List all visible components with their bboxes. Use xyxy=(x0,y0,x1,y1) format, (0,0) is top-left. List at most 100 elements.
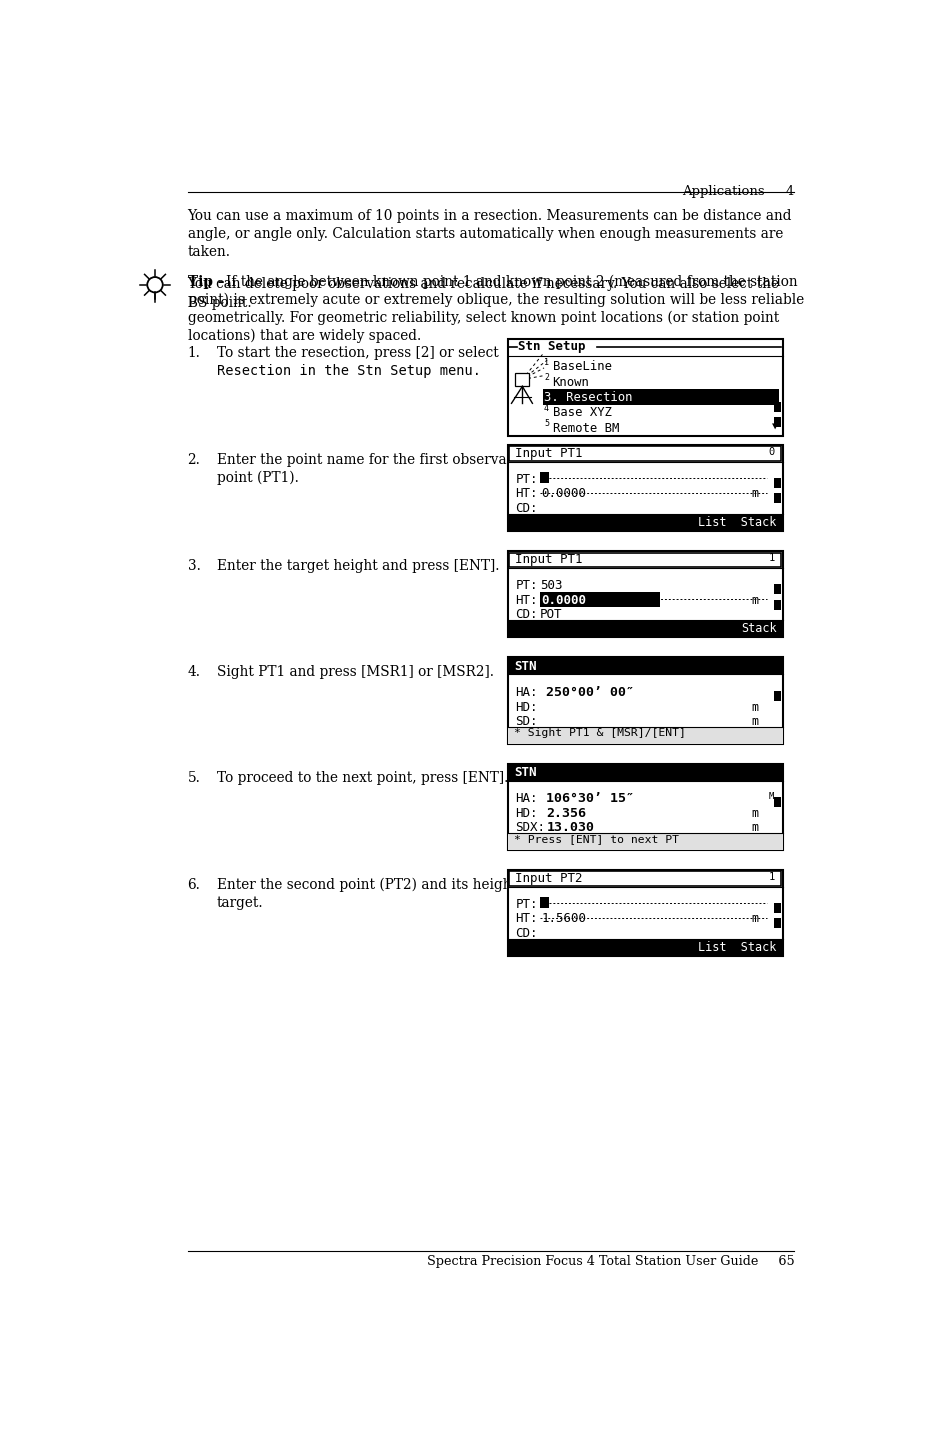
Text: Spectra Precision Focus 4 Total Station User Guide     65: Spectra Precision Focus 4 Total Station … xyxy=(427,1255,794,1268)
Text: Resection in the Stn Setup menu.: Resection in the Stn Setup menu. xyxy=(217,365,481,379)
Text: HT:: HT: xyxy=(515,912,538,925)
Text: ▼: ▼ xyxy=(772,421,778,431)
Text: 0.0000: 0.0000 xyxy=(541,593,587,606)
Text: locations) that are widely spaced.: locations) that are widely spaced. xyxy=(188,329,420,343)
Text: HA:: HA: xyxy=(515,686,538,699)
Text: BaseLine: BaseLine xyxy=(552,360,612,373)
Text: STN: STN xyxy=(513,765,537,778)
FancyBboxPatch shape xyxy=(508,551,783,638)
Text: HA:: HA: xyxy=(515,793,538,806)
Text: 4.: 4. xyxy=(188,665,201,679)
Text: m: m xyxy=(751,593,759,606)
Text: Input PT2: Input PT2 xyxy=(515,872,583,885)
Text: CD:: CD: xyxy=(515,926,538,941)
Bar xyxy=(774,600,781,610)
Text: taken.: taken. xyxy=(188,246,231,260)
Text: STN: STN xyxy=(513,659,537,672)
Bar xyxy=(508,514,783,531)
Text: 3.: 3. xyxy=(188,559,201,573)
Bar xyxy=(508,833,783,850)
Text: 3. Resection: 3. Resection xyxy=(544,391,632,404)
Text: To start the resection, press [2] or select: To start the resection, press [2] or sel… xyxy=(217,346,498,360)
Text: 4: 4 xyxy=(544,404,549,414)
Text: m: m xyxy=(751,807,759,820)
Text: 0.0000: 0.0000 xyxy=(541,487,587,500)
Text: point) is extremely acute or extremely oblique, the resulting solution will be l: point) is extremely acute or extremely o… xyxy=(188,293,804,307)
Text: 6.: 6. xyxy=(188,877,201,892)
Text: HT:: HT: xyxy=(515,593,538,606)
Bar xyxy=(540,472,549,484)
FancyBboxPatch shape xyxy=(508,764,783,850)
Text: * Press [ENT] to next PT: * Press [ENT] to next PT xyxy=(513,834,679,844)
Text: m: m xyxy=(751,821,759,834)
Text: 0: 0 xyxy=(769,447,775,457)
Text: Sight PT1 and press [MSR1] or [MSR2].: Sight PT1 and press [MSR1] or [MSR2]. xyxy=(217,665,494,679)
Text: 1: 1 xyxy=(544,358,549,366)
Text: SDX:: SDX: xyxy=(515,821,545,834)
Text: List  Stack: List Stack xyxy=(698,516,777,530)
Text: 1.: 1. xyxy=(188,346,201,360)
Text: 5.: 5. xyxy=(188,771,201,785)
Text: You can delete poor observations and recalculate if necessary. You can also sele: You can delete poor observations and rec… xyxy=(188,277,779,292)
Text: 13.030: 13.030 xyxy=(546,821,594,834)
Text: 1.5600: 1.5600 xyxy=(541,912,587,925)
Text: m: m xyxy=(751,912,759,925)
FancyBboxPatch shape xyxy=(509,872,781,886)
Text: HD:: HD: xyxy=(515,807,538,820)
FancyBboxPatch shape xyxy=(508,445,783,531)
Text: M: M xyxy=(769,793,774,801)
Bar xyxy=(508,939,783,956)
FancyBboxPatch shape xyxy=(508,870,783,956)
Text: CD:: CD: xyxy=(515,501,538,516)
Bar xyxy=(774,903,781,913)
Text: Input PT1: Input PT1 xyxy=(515,447,583,460)
Text: * Sight PT1 & [MSR]/[ENT]: * Sight PT1 & [MSR]/[ENT] xyxy=(513,728,685,738)
Text: You can use a maximum of 10 points in a resection. Measurements can be distance : You can use a maximum of 10 points in a … xyxy=(188,210,792,223)
Text: point (PT1).: point (PT1). xyxy=(217,471,299,485)
Text: HT:: HT: xyxy=(515,487,538,500)
Text: POT: POT xyxy=(540,607,563,622)
Text: 503: 503 xyxy=(540,579,563,592)
Text: Stack: Stack xyxy=(741,622,777,635)
Text: Stn Setup: Stn Setup xyxy=(518,340,585,353)
Bar xyxy=(508,727,783,744)
Text: 1: 1 xyxy=(769,553,775,563)
Text: 2.356: 2.356 xyxy=(546,807,587,820)
Text: Enter the second point (PT2) and its height of: Enter the second point (PT2) and its hei… xyxy=(217,877,535,892)
Text: List  Stack: List Stack xyxy=(698,941,777,954)
Text: 2.: 2. xyxy=(188,452,201,467)
Text: Known: Known xyxy=(552,376,590,389)
Text: 1: 1 xyxy=(769,872,775,882)
FancyBboxPatch shape xyxy=(509,447,781,461)
Bar xyxy=(774,494,781,504)
Text: geometrically. For geometric reliability, select known point locations (or stati: geometrically. For geometric reliability… xyxy=(188,312,778,326)
Bar xyxy=(540,592,660,606)
Bar xyxy=(774,584,781,595)
Text: CD:: CD: xyxy=(515,607,538,622)
Text: 106°30’ 15″: 106°30’ 15″ xyxy=(546,793,634,806)
Text: Base XYZ: Base XYZ xyxy=(552,406,612,419)
Bar xyxy=(774,402,781,412)
Bar xyxy=(540,898,549,909)
Bar xyxy=(508,658,783,675)
Bar xyxy=(774,478,781,488)
Text: m: m xyxy=(751,487,759,500)
Text: SD:: SD: xyxy=(515,715,538,728)
Bar xyxy=(542,389,778,405)
Text: 250°00’ 00″: 250°00’ 00″ xyxy=(546,686,634,699)
Text: 2: 2 xyxy=(544,373,549,382)
Text: Enter the point name for the first observation: Enter the point name for the first obser… xyxy=(217,452,534,467)
Bar xyxy=(774,797,781,807)
Text: m: m xyxy=(751,701,759,714)
Bar xyxy=(508,764,783,781)
Text: Tip –: Tip – xyxy=(188,274,229,289)
Text: BS point.: BS point. xyxy=(188,296,251,310)
Text: PT:: PT: xyxy=(515,472,538,485)
Text: To proceed to the next point, press [ENT].: To proceed to the next point, press [ENT… xyxy=(217,771,509,785)
FancyBboxPatch shape xyxy=(508,339,783,437)
Bar xyxy=(515,372,529,386)
Bar xyxy=(508,620,783,638)
Text: If the angle between known point 1 and known point 2 (measured from the station: If the angle between known point 1 and k… xyxy=(226,274,798,289)
Text: target.: target. xyxy=(217,896,263,910)
Text: Enter the target height and press [ENT].: Enter the target height and press [ENT]. xyxy=(217,559,499,573)
